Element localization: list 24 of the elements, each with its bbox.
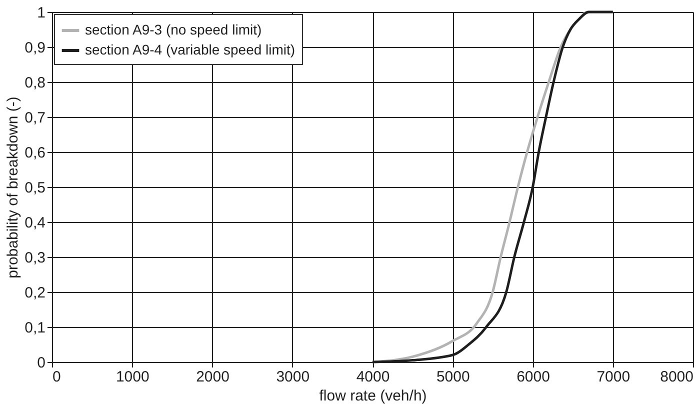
y-tick-label: 0,9 [24,40,46,56]
x-tick-label: 8000 [660,368,694,386]
x-tick-label: 4000 [356,368,390,386]
legend-label: section A9-4 (variable speed limit) [85,42,296,58]
y-tick-label: 0,8 [24,74,46,92]
x-tick-label: 0 [52,368,61,386]
x-tick-label: 3000 [276,368,310,386]
y-tick-label: 0,6 [24,144,46,162]
y-tick-label: 0,3 [24,250,46,266]
x-tick-label: 6000 [516,368,550,386]
y-tick-label: 0,7 [24,110,46,126]
y-tick-label: 1 [37,4,46,22]
x-tick-label: 2000 [196,368,230,386]
y-axis-title: probability of breakdown (-) [4,96,22,278]
y-tick-label: 0,5 [24,180,46,196]
x-tick-label: 7000 [596,368,630,386]
x-tick-label: 5000 [436,368,470,386]
y-tick-label: 0,4 [24,214,46,232]
x-axis-title: flow rate (veh/h) [319,388,427,404]
y-tick-label: 0,1 [24,320,46,336]
legend-label: section A9-3 (no speed limit) [85,22,262,38]
y-tick-label: 0,2 [24,284,46,302]
y-tick-label: 0 [37,354,46,372]
x-tick-label: 1000 [116,368,150,386]
